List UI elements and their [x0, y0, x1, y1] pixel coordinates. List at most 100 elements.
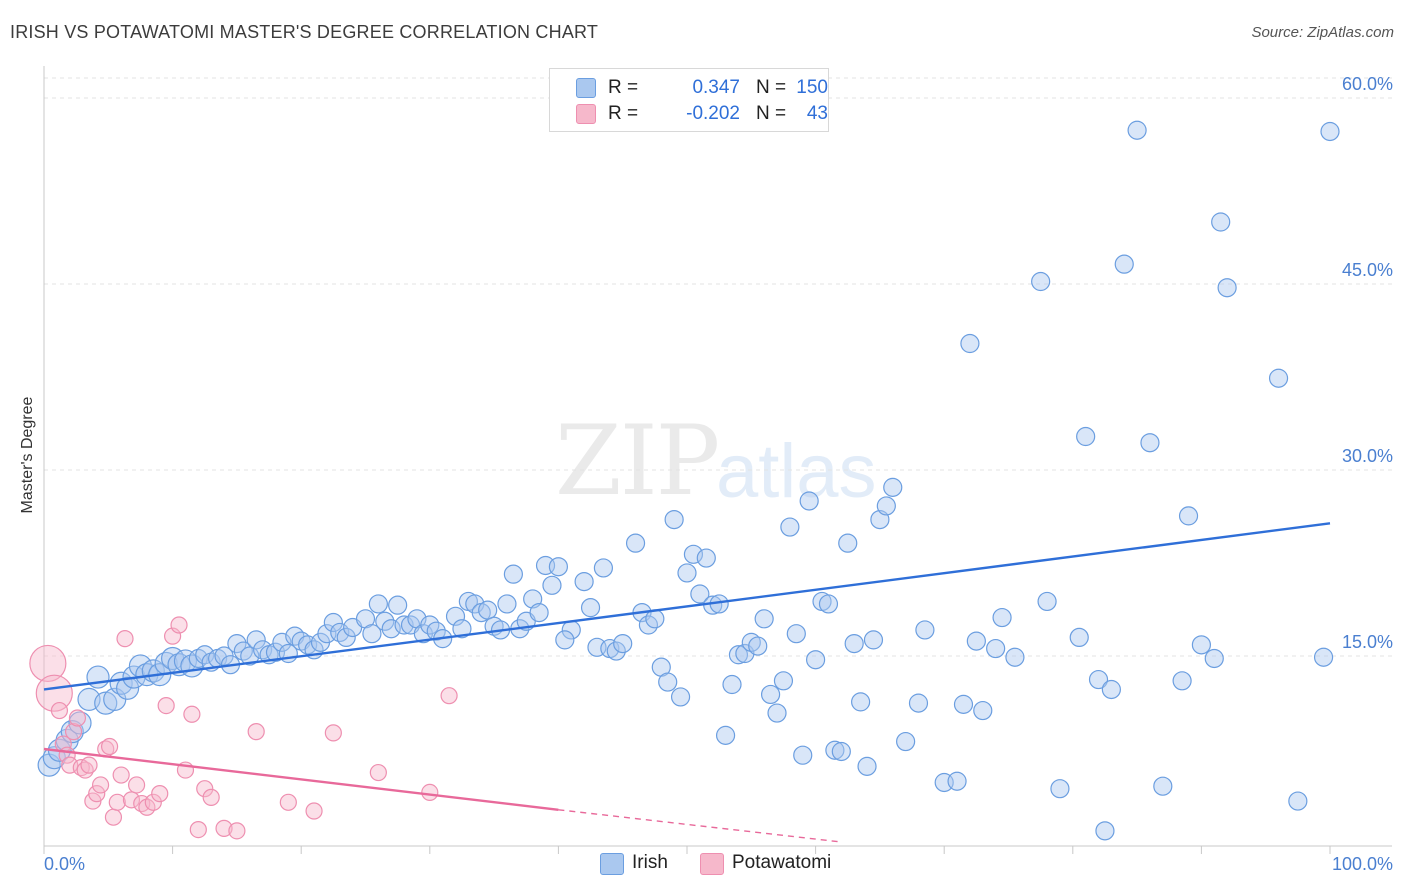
irish-point — [760, 684, 781, 705]
y-tick-label: 45.0% — [1342, 260, 1393, 280]
irish-point — [323, 612, 343, 633]
tick-labels: 15.0% 30.0% 45.0% 60.0% 0.0% 100.0% — [44, 74, 1393, 874]
irish-swatch-icon — [576, 78, 596, 98]
r-value: 0.347 — [692, 77, 740, 98]
potawatomi-point — [108, 793, 126, 811]
irish-point — [542, 575, 562, 595]
irish-point — [863, 630, 884, 650]
potawatomi-point — [151, 785, 169, 803]
irish-point — [555, 630, 575, 650]
legend-label: Potawatomi — [732, 852, 832, 873]
potawatomi-point — [144, 793, 162, 811]
potawatomi-trend-line — [43, 747, 559, 811]
data-points — [29, 120, 1340, 841]
irish-point — [947, 771, 967, 791]
irish-point — [1153, 776, 1173, 796]
irish-point — [664, 509, 684, 530]
irish-point — [1288, 791, 1308, 811]
axes — [43, 66, 1392, 854]
irish-point — [799, 491, 819, 511]
irish-point — [1140, 433, 1160, 453]
r-value: -0.202 — [686, 103, 740, 124]
irish-point — [1005, 647, 1025, 667]
irish-point — [388, 595, 408, 615]
grid-lines — [44, 77, 1392, 657]
irish-point — [805, 650, 826, 670]
irish-point — [503, 564, 523, 584]
potawatomi-point — [170, 616, 188, 634]
irish-point — [1191, 635, 1212, 655]
potawatomi-point — [104, 808, 123, 826]
irish-point — [960, 333, 980, 354]
potawatomi-point — [421, 783, 439, 802]
n-label: N = — [756, 103, 787, 124]
irish-point — [992, 607, 1012, 628]
r-label: R = — [608, 77, 639, 98]
r-label: R = — [608, 103, 639, 124]
irish-point — [381, 619, 401, 639]
irish-point — [1178, 506, 1199, 526]
x-tick-label-right: 100.0% — [1332, 854, 1393, 874]
irish-point — [246, 630, 266, 650]
irish-point — [825, 740, 845, 760]
irish-point — [831, 741, 851, 762]
irish-point — [857, 756, 877, 776]
potawatomi-point — [157, 696, 175, 715]
irish-point — [728, 645, 749, 665]
potawatomi-point — [116, 630, 134, 648]
n-label: N = — [756, 77, 787, 98]
irish-point — [362, 624, 382, 644]
irish-point — [375, 611, 395, 631]
irish-point — [915, 620, 935, 640]
potawatomi-point — [440, 687, 458, 705]
potawatomi-point — [215, 819, 233, 837]
irish-point — [844, 633, 864, 654]
source-credit: Source: ZipAtlas.com — [1251, 24, 1394, 41]
potawatomi-legend-icon — [700, 853, 724, 875]
irish-point — [1095, 821, 1115, 841]
potawatomi-point — [127, 776, 146, 794]
irish-point — [529, 602, 549, 623]
irish-point — [1217, 278, 1237, 298]
potawatomi-point — [324, 724, 342, 742]
irish-point — [973, 700, 993, 721]
irish-point — [1088, 669, 1109, 690]
irish-point — [818, 594, 839, 614]
irish-point — [883, 477, 903, 497]
potawatomi-point — [88, 785, 106, 803]
irish-point — [986, 638, 1006, 659]
potawatomi-point — [29, 644, 67, 683]
irish-point — [677, 563, 697, 583]
irish-point — [227, 633, 247, 654]
potawatomi-point — [189, 820, 207, 839]
irish-point — [478, 600, 498, 620]
irish-point — [368, 594, 388, 614]
irish-point — [548, 557, 569, 577]
y-tick-label: 15.0% — [1342, 632, 1393, 652]
irish-point — [1031, 271, 1051, 292]
irish-point — [1127, 120, 1147, 140]
irish-point — [613, 633, 633, 654]
n-value: 150 — [796, 77, 828, 98]
irish-point — [115, 676, 140, 700]
irish-point — [445, 606, 466, 626]
potawatomi-point — [196, 780, 214, 798]
potawatomi-point — [91, 776, 110, 794]
irish-point — [574, 571, 594, 592]
potawatomi-point — [202, 788, 220, 806]
irish-point — [748, 636, 768, 656]
irish-point — [953, 694, 974, 714]
irish-point — [426, 621, 446, 641]
chart-title: IRISH VS POTAWATOMI MASTER'S DEGREE CORR… — [10, 22, 599, 42]
irish-point — [722, 674, 742, 695]
irish-point — [497, 594, 517, 614]
irish-point — [1114, 254, 1134, 274]
irish-point — [1268, 368, 1289, 388]
irish-point — [593, 558, 614, 578]
irish-point — [670, 687, 691, 707]
irish-point — [1211, 212, 1231, 232]
potawatomi-point — [305, 802, 323, 820]
x-tick-label-left: 0.0% — [44, 854, 85, 874]
irish-point — [966, 631, 986, 651]
